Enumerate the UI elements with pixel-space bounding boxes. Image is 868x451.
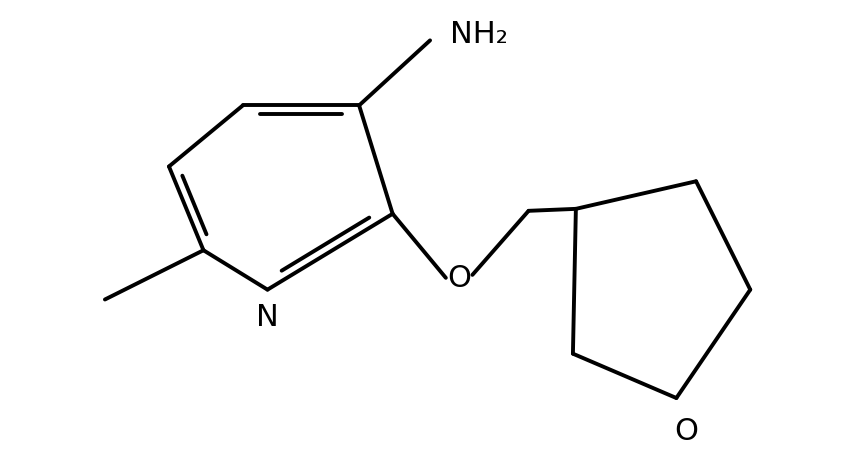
Text: N: N	[256, 302, 279, 331]
Text: O: O	[448, 264, 471, 293]
Text: NH₂: NH₂	[450, 20, 508, 49]
Text: O: O	[674, 416, 698, 445]
